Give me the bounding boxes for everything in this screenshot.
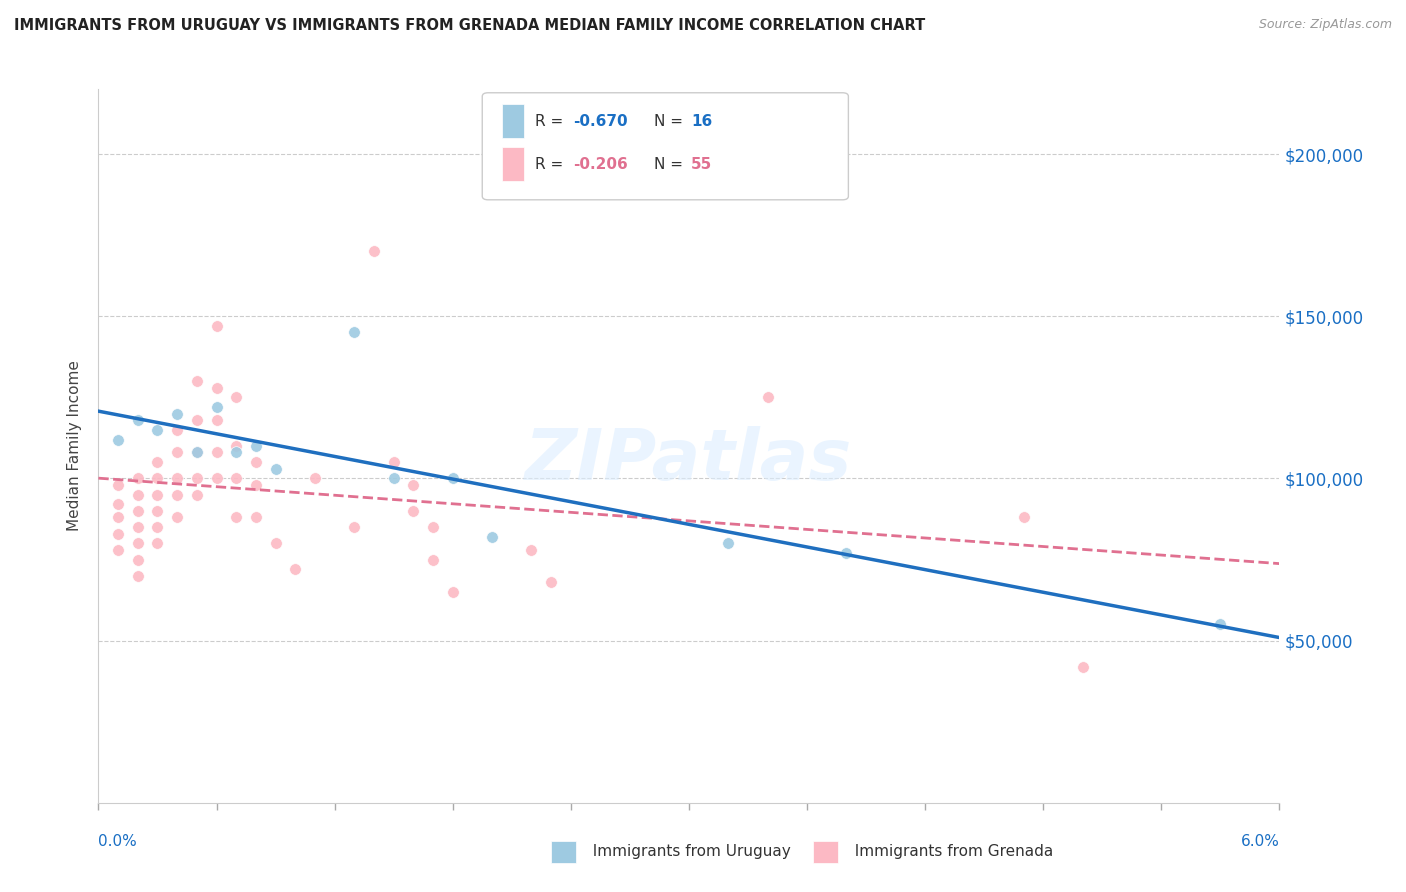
Y-axis label: Median Family Income: Median Family Income	[67, 360, 83, 532]
Point	[304, 471, 326, 485]
Point	[146, 520, 169, 534]
Point	[166, 423, 188, 437]
Point	[205, 400, 228, 414]
Point	[1071, 659, 1094, 673]
Point	[284, 562, 307, 576]
Point	[107, 526, 129, 541]
Bar	[502, 104, 523, 138]
Point	[186, 471, 208, 485]
Point	[127, 413, 149, 427]
Point	[186, 413, 208, 427]
Point	[166, 407, 188, 421]
Text: IMMIGRANTS FROM URUGUAY VS IMMIGRANTS FROM GRENADA MEDIAN FAMILY INCOME CORRELAT: IMMIGRANTS FROM URUGUAY VS IMMIGRANTS FR…	[14, 18, 925, 33]
Text: 6.0%: 6.0%	[1240, 834, 1279, 849]
Point	[107, 478, 129, 492]
Point	[382, 471, 405, 485]
Point	[146, 423, 169, 437]
Point	[127, 552, 149, 566]
Point	[264, 461, 287, 475]
Point	[205, 318, 228, 333]
Point	[441, 585, 464, 599]
Point	[205, 381, 228, 395]
Point	[146, 536, 169, 550]
Point	[186, 445, 208, 459]
Point	[245, 510, 267, 524]
Point	[225, 510, 247, 524]
Point	[186, 488, 208, 502]
Point	[343, 326, 366, 340]
Point	[166, 471, 188, 485]
Point	[717, 536, 740, 550]
Point	[225, 445, 247, 459]
Point	[146, 471, 169, 485]
Text: 55: 55	[692, 157, 713, 171]
Point	[166, 488, 188, 502]
Point	[146, 504, 169, 518]
Point	[146, 488, 169, 502]
Text: 0.0%: 0.0%	[98, 834, 138, 849]
Text: Immigrants from Grenada: Immigrants from Grenada	[845, 845, 1053, 859]
Point	[127, 488, 149, 502]
Point	[422, 520, 444, 534]
Point	[107, 497, 129, 511]
Point	[186, 374, 208, 388]
Point	[402, 478, 425, 492]
Point	[225, 471, 247, 485]
Point	[540, 575, 562, 590]
Text: 16: 16	[692, 114, 713, 128]
Point	[441, 471, 464, 485]
Point	[264, 536, 287, 550]
Text: Source: ZipAtlas.com: Source: ZipAtlas.com	[1258, 18, 1392, 31]
Point	[127, 536, 149, 550]
Point	[127, 568, 149, 582]
Text: R =: R =	[536, 157, 568, 171]
Point	[107, 542, 129, 557]
Point	[1209, 617, 1232, 632]
Point	[166, 510, 188, 524]
Point	[107, 510, 129, 524]
Point	[146, 455, 169, 469]
Point	[205, 471, 228, 485]
Point	[422, 552, 444, 566]
Text: -0.206: -0.206	[574, 157, 628, 171]
FancyBboxPatch shape	[482, 93, 848, 200]
Point	[166, 445, 188, 459]
Point	[225, 439, 247, 453]
Text: R =: R =	[536, 114, 568, 128]
Point	[127, 520, 149, 534]
Bar	[502, 147, 523, 181]
Point	[245, 439, 267, 453]
Point	[343, 520, 366, 534]
Point	[481, 530, 503, 544]
Point	[382, 455, 405, 469]
Text: N =: N =	[654, 114, 688, 128]
Point	[225, 390, 247, 404]
Point	[186, 445, 208, 459]
Text: ZIPatlas: ZIPatlas	[526, 425, 852, 495]
Point	[245, 455, 267, 469]
Point	[127, 471, 149, 485]
Text: N =: N =	[654, 157, 688, 171]
Text: Immigrants from Uruguay: Immigrants from Uruguay	[583, 845, 792, 859]
Point	[245, 478, 267, 492]
Point	[756, 390, 779, 404]
Point	[363, 244, 385, 259]
Point	[520, 542, 543, 557]
Point	[1012, 510, 1035, 524]
Point	[205, 413, 228, 427]
Text: -0.670: -0.670	[574, 114, 628, 128]
Point	[835, 546, 858, 560]
Point	[402, 504, 425, 518]
Point	[127, 504, 149, 518]
Point	[205, 445, 228, 459]
Point	[107, 433, 129, 447]
